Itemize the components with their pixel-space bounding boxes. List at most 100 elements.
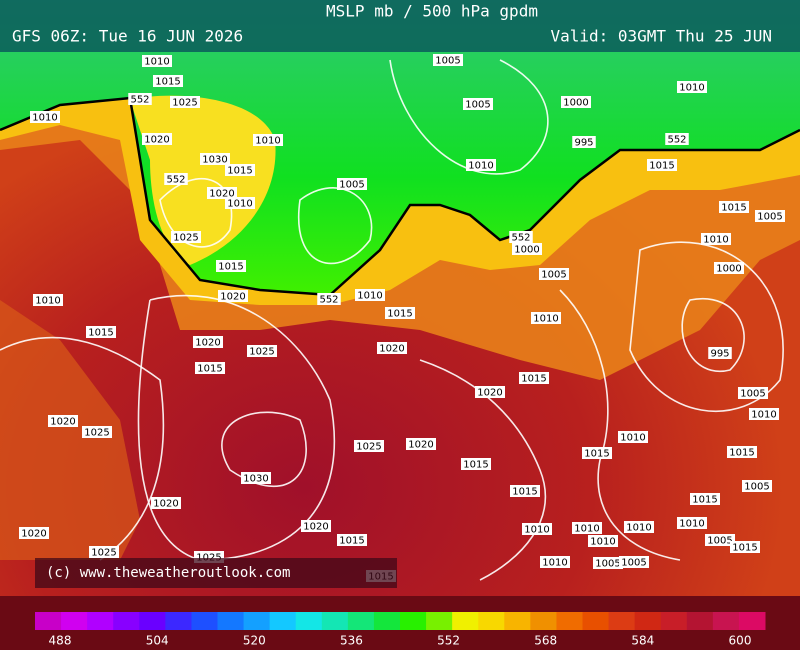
label-box [225,197,255,209]
isobar-label: 1010 [255,136,280,147]
label-box [582,447,612,459]
label-box [241,472,271,484]
colorbar-label: 552 [437,634,460,648]
isobar-label: 1005 [435,56,460,67]
colorbar-swatch [217,612,245,630]
isobar-label: 1020 [209,189,234,200]
isobar-label: 552 [667,135,686,146]
label-box [19,527,49,539]
colorbar-swatch [191,612,218,630]
isobar-label: 1025 [249,347,274,358]
isobar-label: 1010 [357,291,382,302]
isobar-label: 1015 [218,262,243,273]
label-box [225,164,255,176]
isobar-label: 1010 [703,235,728,246]
label-box [337,534,367,546]
isobar-label: 1000 [716,264,741,275]
isobar [559,289,681,561]
isobar-label: 995 [710,349,729,360]
colorbar-swatch [400,612,427,630]
colorbar-swatch [530,612,557,630]
label-box [151,497,181,509]
label-box [665,133,689,145]
isobar-label: 1015 [463,460,488,471]
isobar [221,411,307,488]
label-box [539,268,569,280]
isobar-label: 1015 [649,161,674,172]
colorbar-label: 520 [243,634,266,648]
isobar-label: 1010 [227,199,252,210]
isobar [389,59,549,175]
label-box [510,485,540,497]
label-box [727,446,757,458]
isobar [419,359,546,581]
isobar-label: 1020 [153,499,178,510]
label-box [742,480,772,492]
isobar-label: 1005 [740,389,765,400]
label-box [33,294,63,306]
isobar-label: 1025 [356,442,381,453]
isobar-label: 1010 [533,314,558,325]
label-box [540,556,570,568]
isobar [681,297,745,373]
isobar-label: 1015 [197,364,222,375]
isobar-label: 1010 [620,433,645,444]
label-box [142,133,172,145]
isobar-label: 1000 [514,245,539,256]
isobar-label: 1005 [595,559,620,570]
label-box [337,178,367,190]
label-box [738,387,768,399]
label-box [142,55,172,67]
colorbar-swatch [243,612,271,630]
label-box [719,201,749,213]
orange-region [0,300,140,560]
isobar-label: 1005 [339,180,364,191]
colorbar-label: 600 [729,634,752,648]
title: MSLP mb / 500 hPa gpdm [326,2,538,21]
label-box [86,326,116,338]
colorbar-swatch [686,612,714,630]
isobar-label: 1020 [220,292,245,303]
label-box [561,96,591,108]
label-box [624,521,654,533]
isobar-label: 1010 [574,524,599,535]
isobar-label: 1020 [21,529,46,540]
isobar-label: 1010 [144,57,169,68]
colorbar-swatch [426,612,453,630]
valid-info: Valid: 03GMT Thu 25 JUN [550,27,772,46]
label-box [355,289,385,301]
label-box [193,336,223,348]
colorbar-swatch [556,612,583,630]
copyright-box [35,558,397,588]
label-box [82,426,112,438]
isobar-label: 1015 [584,449,609,460]
isobar-label: 552 [319,295,338,306]
isobar-label: 552 [166,175,185,186]
label-box [522,523,552,535]
colorbar-label: 536 [340,634,363,648]
isobar-label: 1010 [32,113,57,124]
label-box [317,293,341,305]
colorbar-swatch [35,612,62,630]
isobar-label: 1020 [144,135,169,146]
colorbar-swatch [139,612,166,630]
label-box [30,111,60,123]
isobar-label: 1005 [621,558,646,569]
label-box [647,159,677,171]
label-box [377,342,407,354]
colorbar: 488 504 520 536 552 568 584 600 [35,612,766,648]
label-box [677,517,707,529]
isobar-label: 1015 [155,77,180,88]
isobar-label: 1015 [732,543,757,554]
label-box [247,345,277,357]
label-box [519,372,549,384]
colorbar-swatch [321,612,349,630]
label-box [705,534,735,546]
isobar-label: 1010 [590,537,615,548]
label-box [207,187,237,199]
label-box [170,96,200,108]
label-box [128,93,152,105]
